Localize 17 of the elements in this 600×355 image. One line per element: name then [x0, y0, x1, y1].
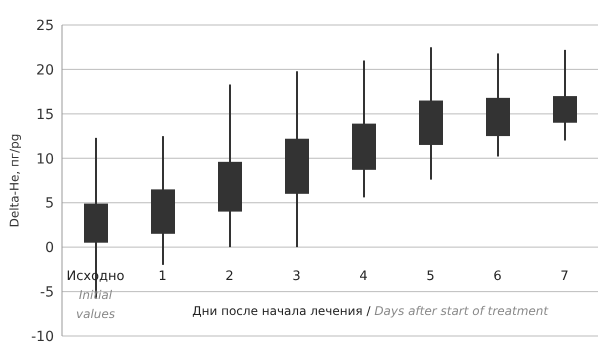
x-tick-label: 4: [359, 269, 368, 284]
x-tick-label: 6: [493, 269, 502, 284]
y-tick-label: 25: [36, 18, 54, 34]
x-tick-label: 2: [225, 269, 234, 284]
x-tick-label: 5: [426, 269, 435, 284]
x-tick-label: 7: [560, 269, 569, 284]
x-tick-label: 1: [158, 269, 167, 284]
y-tick-label: 10: [36, 151, 54, 168]
x-tick-label: 3: [292, 269, 301, 284]
y-tick-label: 15: [36, 106, 54, 123]
y-tick-label: 0: [45, 240, 54, 256]
y-axis-title: Delta-He, пг/pg: [7, 134, 22, 228]
y-tick-label: -5: [40, 284, 54, 301]
y-tick-label: 5: [45, 196, 54, 212]
x-axis-title: Дни после начала лечения / Days after start of treatment: [192, 304, 550, 318]
y-tick-label: 20: [36, 62, 54, 78]
y-tick-label: -10: [31, 328, 54, 345]
